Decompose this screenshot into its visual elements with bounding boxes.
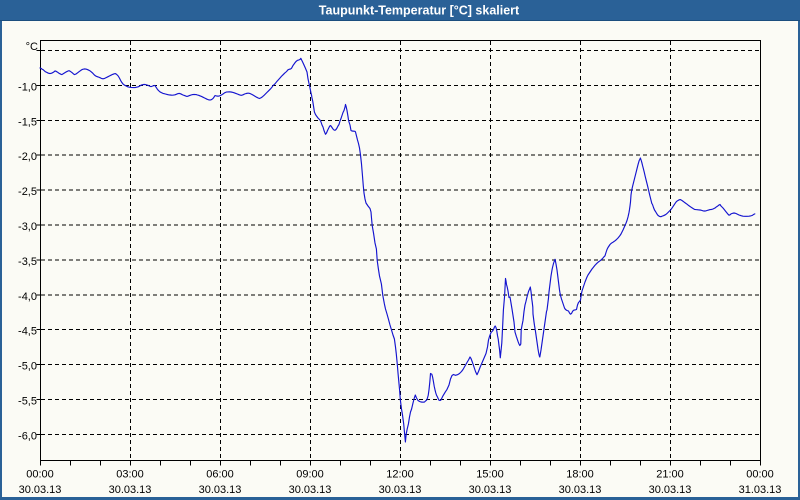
svg-text:Taupunkt-Temperatur [°C] skali: Taupunkt-Temperatur [°C] skaliert (319, 4, 520, 18)
svg-text:-5,5: -5,5 (18, 396, 37, 408)
svg-text:-2,0: -2,0 (18, 151, 37, 163)
svg-text:-5,0: -5,0 (18, 361, 37, 373)
svg-text:-4,0: -4,0 (18, 291, 37, 303)
svg-text:-2,5: -2,5 (18, 186, 37, 198)
svg-text:30.03.13: 30.03.13 (649, 484, 692, 496)
svg-text:30.03.13: 30.03.13 (469, 484, 512, 496)
svg-text:-3,5: -3,5 (18, 256, 37, 268)
svg-text:21:00: 21:00 (656, 469, 684, 481)
svg-text:15:00: 15:00 (476, 469, 504, 481)
svg-text:30.03.13: 30.03.13 (289, 484, 332, 496)
svg-text:-3,0: -3,0 (18, 221, 37, 233)
svg-text:09:00: 09:00 (296, 469, 324, 481)
svg-text:31.03.13: 31.03.13 (739, 484, 782, 496)
svg-text:-6,0: -6,0 (18, 430, 37, 442)
svg-text:30.03.13: 30.03.13 (559, 484, 602, 496)
svg-text:30.03.13: 30.03.13 (379, 484, 422, 496)
svg-text:03:00: 03:00 (116, 469, 144, 481)
svg-text:00:00: 00:00 (26, 469, 54, 481)
svg-text:30.03.13: 30.03.13 (199, 484, 242, 496)
svg-text:-1,5: -1,5 (18, 116, 37, 128)
svg-text:00:00: 00:00 (746, 469, 774, 481)
svg-text:-1,0: -1,0 (18, 81, 37, 93)
svg-text:18:00: 18:00 (566, 469, 594, 481)
svg-text:-4,5: -4,5 (18, 326, 37, 338)
svg-text:30.03.13: 30.03.13 (19, 484, 62, 496)
svg-text:06:00: 06:00 (206, 469, 234, 481)
svg-text:30.03.13: 30.03.13 (109, 484, 152, 496)
svg-text:12:00: 12:00 (386, 469, 414, 481)
svg-text:°C: °C (26, 41, 38, 53)
